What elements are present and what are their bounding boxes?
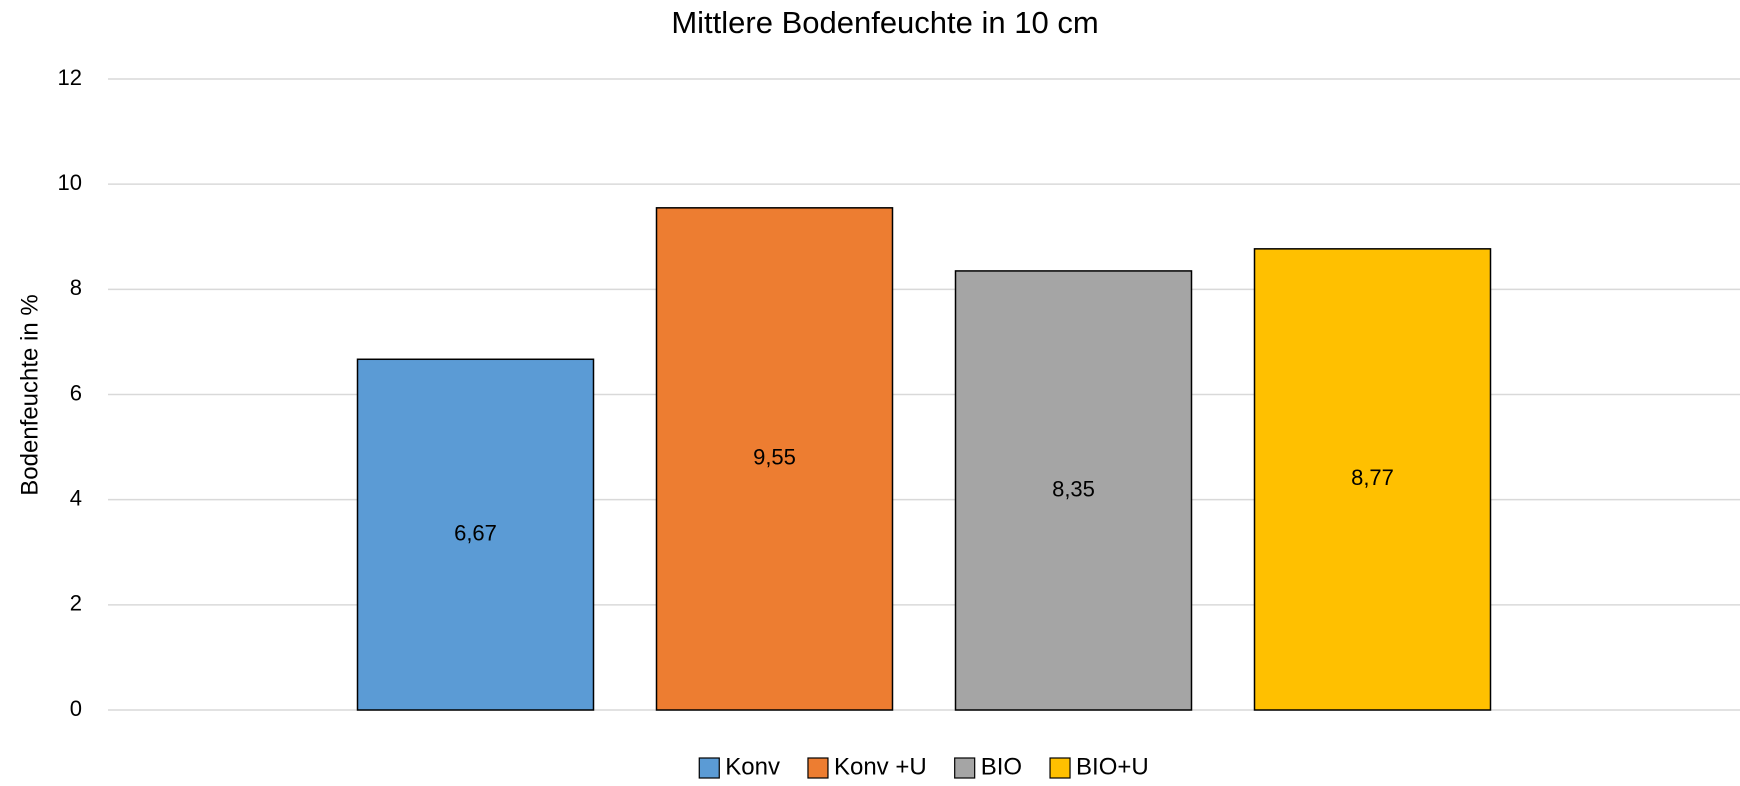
legend-swatch [807, 757, 829, 779]
data-label: 6,67 [454, 520, 497, 545]
data-label: 9,55 [753, 445, 796, 470]
y-tick-label: 4 [70, 485, 82, 510]
bar [356, 358, 595, 711]
legend-label: Konv [725, 753, 780, 780]
legend-label: BIO+U [1076, 753, 1149, 780]
y-tick-label: 10 [58, 170, 82, 195]
legend-swatch [1049, 757, 1071, 779]
legend-swatch [954, 757, 976, 779]
y-tick-label: 6 [70, 380, 82, 405]
y-axis-label: Bodenfeuchte in % [16, 294, 43, 495]
y-tick-label: 12 [58, 65, 82, 90]
legend-label: Konv +U [834, 753, 927, 780]
bar [954, 270, 1193, 711]
legend-label: BIO [981, 753, 1022, 780]
chart-title: Mittlere Bodenfeuchte in 10 cm [671, 5, 1098, 40]
legend-swatch [698, 757, 720, 779]
bar [1253, 248, 1492, 711]
data-label: 8,77 [1351, 465, 1394, 490]
y-tick-label: 0 [70, 696, 82, 721]
bar [655, 207, 894, 711]
data-label: 8,35 [1052, 476, 1095, 501]
y-tick-label: 8 [70, 275, 82, 300]
y-tick-label: 2 [70, 591, 82, 616]
